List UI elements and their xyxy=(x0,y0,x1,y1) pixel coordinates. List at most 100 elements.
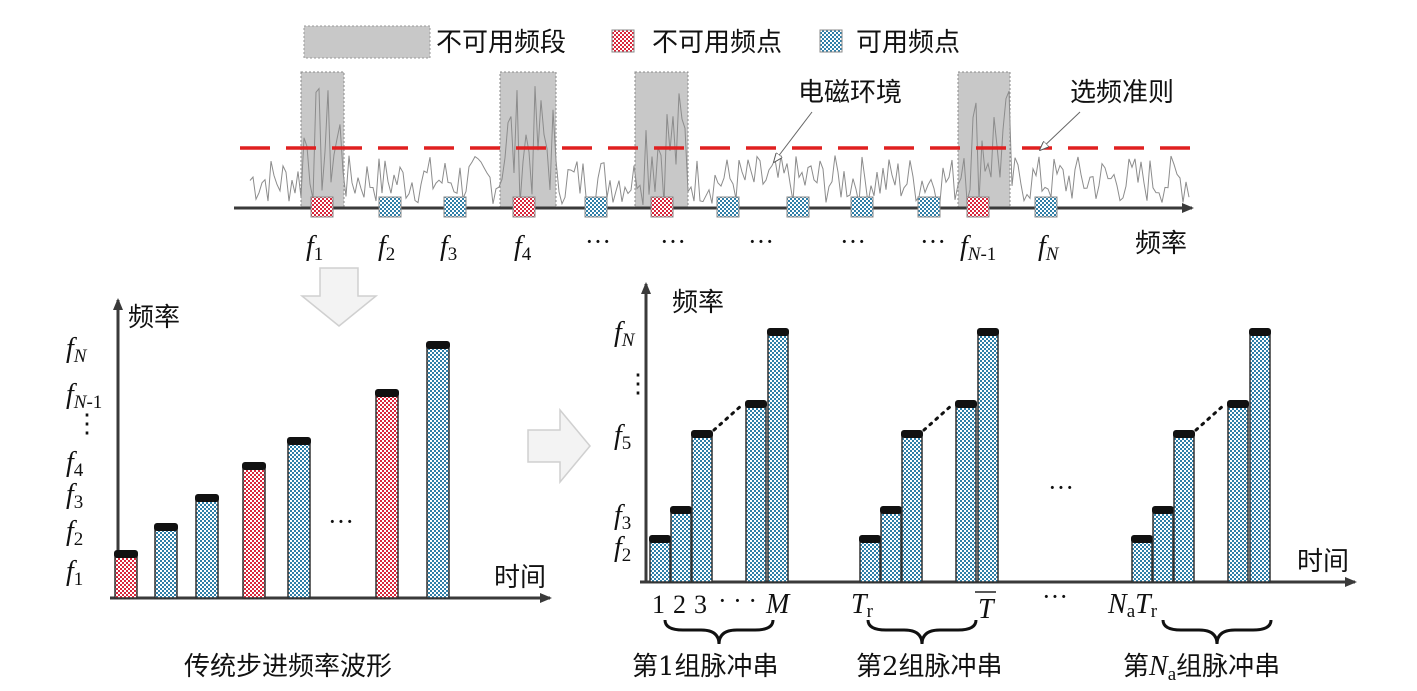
group2-pulse-3-body xyxy=(901,435,923,583)
left-bar-1-unavailable-body xyxy=(114,555,138,599)
left-bar-7-available-body xyxy=(426,346,450,599)
between-groups-ellipsis: ··· xyxy=(1048,473,1074,502)
group2-pulse-3-cap xyxy=(901,430,923,438)
left-bar-2-available-cap xyxy=(154,523,178,531)
left-bars xyxy=(114,341,450,599)
left-bar-2-available-body xyxy=(154,528,178,599)
unavailable-band-2 xyxy=(499,71,557,209)
frequency-marker-1-unavailable xyxy=(310,196,334,218)
pulse-index-m: M xyxy=(765,589,791,620)
pulse-index-3: 3 xyxy=(694,590,707,619)
right-x-axis-label: 时间 xyxy=(1297,547,1349,577)
group2-caption: 第2组脉冲串 xyxy=(856,652,1003,682)
frequency-marker-7-available xyxy=(716,196,740,218)
left-y-label-6: f2 xyxy=(66,516,83,550)
left-y-label-5: f3 xyxy=(66,479,83,513)
left-x-axis-label: 时间 xyxy=(494,563,546,593)
left-y-label-7: f1 xyxy=(66,556,83,590)
group3-brace xyxy=(1161,619,1273,645)
label-tr: Tr xyxy=(851,589,874,622)
group3-pulse-3-cap xyxy=(1173,430,1195,438)
group3-pulse-3-body xyxy=(1173,435,1195,583)
frequency-marker-2-available xyxy=(378,196,402,218)
frequency-marker-8-available xyxy=(786,196,810,218)
right-y-label-1: fN xyxy=(614,317,636,351)
label-t: T xyxy=(978,594,996,625)
em-environment-label: 电磁环境 xyxy=(798,78,902,108)
legend-unavailable-label: 不可用频点 xyxy=(652,28,782,58)
left-bar-5-available-cap xyxy=(287,437,311,445)
left-bar-4-unavailable xyxy=(242,462,266,599)
unavailable-band-3 xyxy=(634,71,689,209)
group1-pulse-4-cap xyxy=(745,400,767,408)
left-bar-3-available-body xyxy=(195,499,219,599)
frequency-tick-1: f1 xyxy=(306,231,323,265)
left-gap-ellipsis: ··· xyxy=(328,507,354,536)
group1-pulse-2-body xyxy=(670,511,692,583)
group1-step-dots xyxy=(712,403,744,432)
frequency-marker-5-available xyxy=(584,196,608,218)
group1-brace xyxy=(663,619,775,645)
frequency-tick-9: ··· xyxy=(920,227,946,256)
group2-pulse-2-body xyxy=(880,511,902,583)
right-y-label-4: f3 xyxy=(614,500,631,534)
left-bar-3-available xyxy=(195,494,219,599)
group2-pulse-4-body xyxy=(955,405,977,583)
left-bar-1-unavailable xyxy=(114,550,138,599)
left-y-label-4: f4 xyxy=(66,447,84,481)
group1-pulse-1-body xyxy=(649,540,671,583)
group2-pulse-1-cap xyxy=(859,535,881,543)
frequency-tick-2: f2 xyxy=(378,231,395,265)
group3-pulse-1 xyxy=(1131,535,1153,583)
criterion-pointer xyxy=(1040,111,1081,150)
left-bar-6-unavailable xyxy=(375,389,399,599)
group3-pulse-2-cap xyxy=(1152,506,1174,514)
left-y-label-3: ⋮ xyxy=(74,409,100,438)
right-y-label-3: f5 xyxy=(614,420,631,454)
group1-pulse-3 xyxy=(691,430,713,583)
group3-pulse-1-cap xyxy=(1131,535,1153,543)
legend-available-swatch xyxy=(819,29,843,53)
legend-band-label: 不可用频段 xyxy=(436,28,566,58)
group2-brace xyxy=(866,619,978,645)
left-bar-7-available-cap xyxy=(426,341,450,349)
left-y-label-2: fN-1 xyxy=(66,379,102,413)
group-na-caption: 第Na组脉冲串 xyxy=(1123,651,1280,685)
frequency-tick-6: ··· xyxy=(660,227,686,256)
group3-pulse-5-cap xyxy=(1249,328,1271,336)
x-axis-ellipsis: ··· xyxy=(1042,582,1068,611)
frequency-marker-9-available xyxy=(850,196,874,218)
label-natr: NaTr xyxy=(1107,589,1158,622)
frequency-markers xyxy=(310,196,1058,218)
group2-pulse-5-cap xyxy=(977,328,999,336)
frequency-marker-6-unavailable xyxy=(650,196,674,218)
left-bar-5-available-body xyxy=(287,442,311,599)
group3-pulse-3 xyxy=(1173,430,1195,583)
group3-pulse-4-body xyxy=(1227,405,1249,583)
right-arrow xyxy=(527,407,591,485)
group1-pulse-3-body xyxy=(691,435,713,583)
group1-pulse-1-cap xyxy=(649,535,671,543)
noise-trace xyxy=(249,86,1190,206)
left-bar-5-available xyxy=(287,437,311,599)
frequency-marker-10-available xyxy=(917,196,941,218)
group1-pulse-5-cap xyxy=(767,328,789,336)
frequency-marker-12-available xyxy=(1034,196,1058,218)
left-bar-7-available xyxy=(426,341,450,599)
pulse-index-dots: · · · xyxy=(718,586,757,615)
legend-available-label: 可用频点 xyxy=(856,28,960,58)
group2-pulse-3 xyxy=(901,430,923,583)
group1-pulse-5-body xyxy=(767,333,789,583)
group3-pulse-2 xyxy=(1152,506,1174,583)
frequency-ticks: f1 f2 f3 f4 ··· ··· ··· ··· ··· fN-1 fN xyxy=(306,227,1060,265)
group2-pulse-2-cap xyxy=(880,506,902,514)
left-caption: 传统步进频率波形 xyxy=(184,652,392,682)
right-bars xyxy=(649,328,1271,583)
group1-pulse-4-body xyxy=(745,405,767,583)
frequency-tick-3: f3 xyxy=(440,231,457,265)
criterion-label: 选频准则 xyxy=(1070,78,1174,108)
group2-pulse-4 xyxy=(955,400,977,583)
